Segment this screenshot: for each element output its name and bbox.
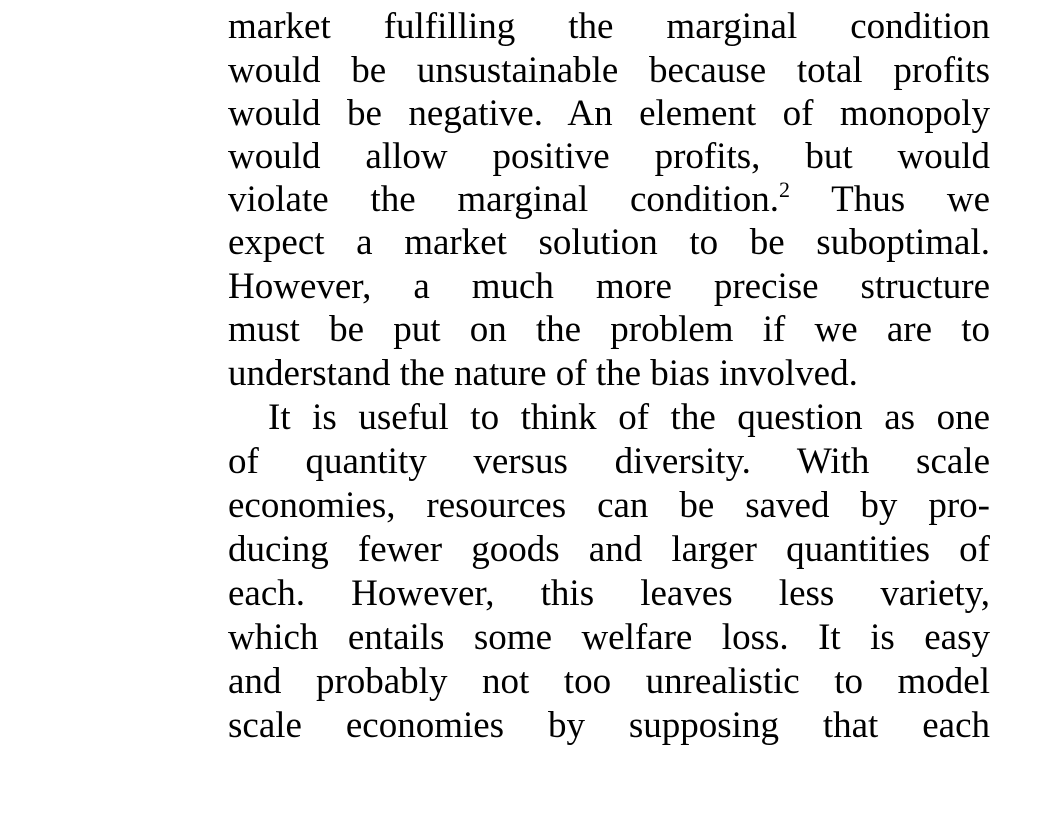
paragraph-first-line: It is useful to think of the question as… <box>268 397 990 438</box>
line-text-continuation: Thus we <box>831 179 990 220</box>
line-text: violate the marginal condition. <box>228 179 779 220</box>
text-line: would allow positive profits, but would <box>228 136 990 177</box>
text-line: scale economies by supposing that each <box>228 705 990 746</box>
text-line: would be unsustainable because total pro… <box>228 50 990 91</box>
text-line: violate the marginal condition.2 Thus we <box>228 178 990 222</box>
text-line: would be negative. An element of monopol… <box>228 93 990 134</box>
text-line: which entails some welfare loss. It is e… <box>228 617 990 658</box>
paragraph-last-line: understand the nature of the bias involv… <box>228 353 858 394</box>
text-line: economies, resources can be saved by pro… <box>228 485 990 526</box>
text-line: expect a market solution to be suboptima… <box>228 222 990 263</box>
text-line: market fulfilling the marginal condition <box>228 6 990 47</box>
text-line: and probably not too unrealistic to mode… <box>228 661 990 702</box>
text-line: ducing fewer goods and larger quantities… <box>228 529 990 570</box>
text-line: However, a much more precise structure <box>228 266 990 307</box>
footnote-marker: 2 <box>779 177 790 202</box>
text-line: each. However, this leaves less variety, <box>228 573 990 614</box>
text-line: of quantity versus diversity. With scale <box>228 441 990 482</box>
text-line: must be put on the problem if we are to <box>228 309 990 350</box>
